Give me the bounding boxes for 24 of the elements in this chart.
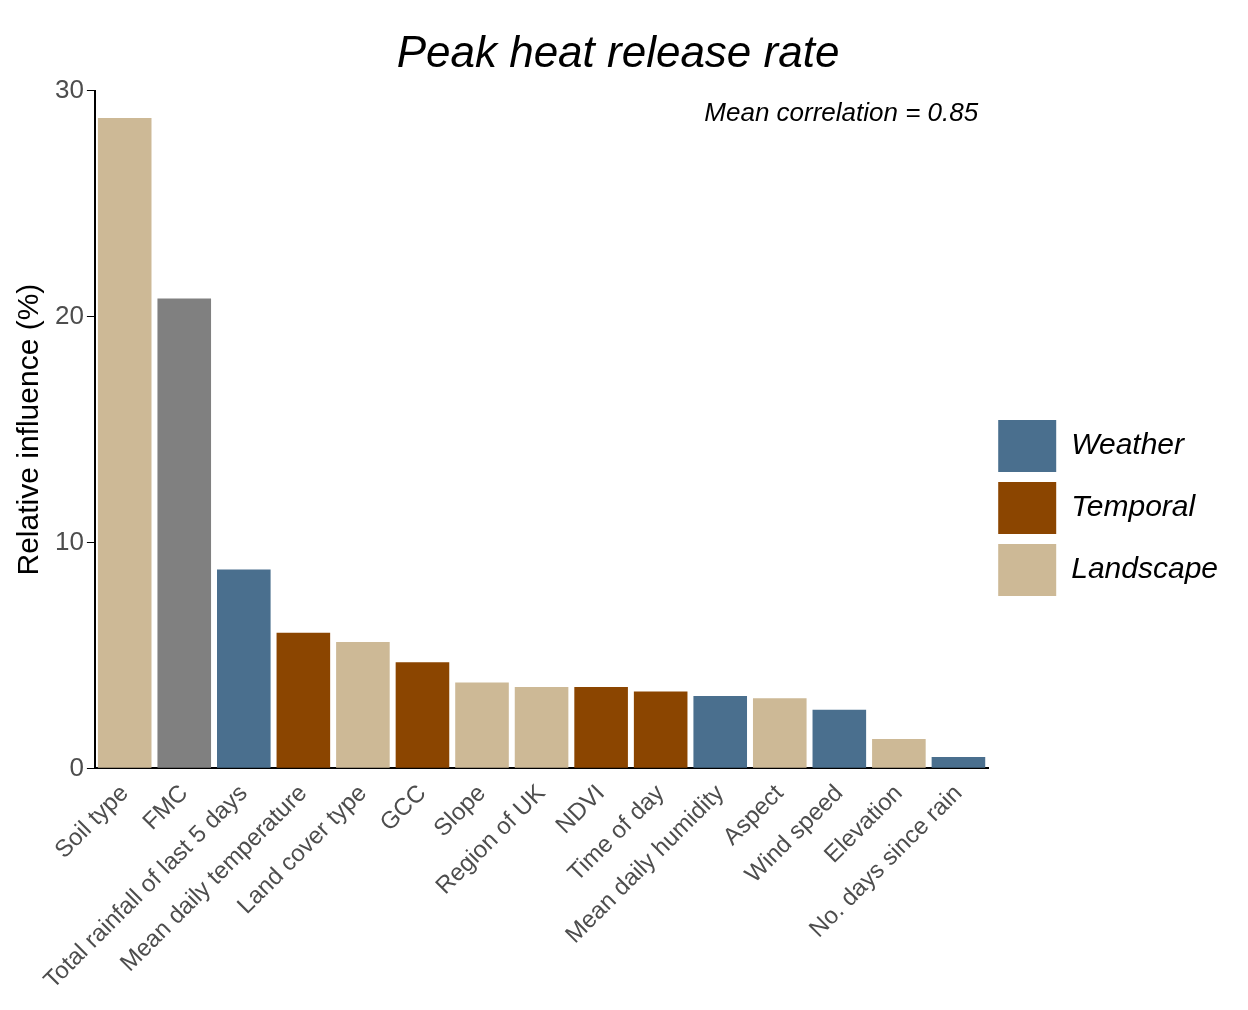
bar bbox=[157, 298, 212, 768]
bar bbox=[455, 682, 509, 768]
legend-label: Landscape bbox=[1071, 551, 1218, 585]
bar bbox=[633, 691, 688, 768]
bar bbox=[931, 757, 986, 768]
bar bbox=[395, 662, 450, 768]
y-tick-label: 10 bbox=[55, 525, 84, 556]
bar bbox=[514, 687, 569, 768]
bar bbox=[97, 117, 152, 768]
bar bbox=[574, 687, 628, 768]
legend-label: Weather bbox=[1071, 427, 1186, 461]
bar bbox=[217, 569, 271, 768]
bar bbox=[872, 739, 926, 768]
y-tick-label: 30 bbox=[55, 73, 84, 104]
bar bbox=[812, 709, 867, 768]
bar bbox=[752, 698, 807, 768]
bar bbox=[336, 641, 390, 768]
y-tick-label: 20 bbox=[55, 299, 84, 330]
chart-title: Peak heat release rate bbox=[396, 26, 840, 76]
legend-label: Temporal bbox=[1071, 489, 1197, 523]
bar bbox=[276, 632, 331, 768]
bar bbox=[693, 696, 748, 768]
y-axis-title: Relative influence (%) bbox=[11, 283, 45, 576]
annotation: Mean correlation = 0.85 bbox=[704, 96, 979, 127]
